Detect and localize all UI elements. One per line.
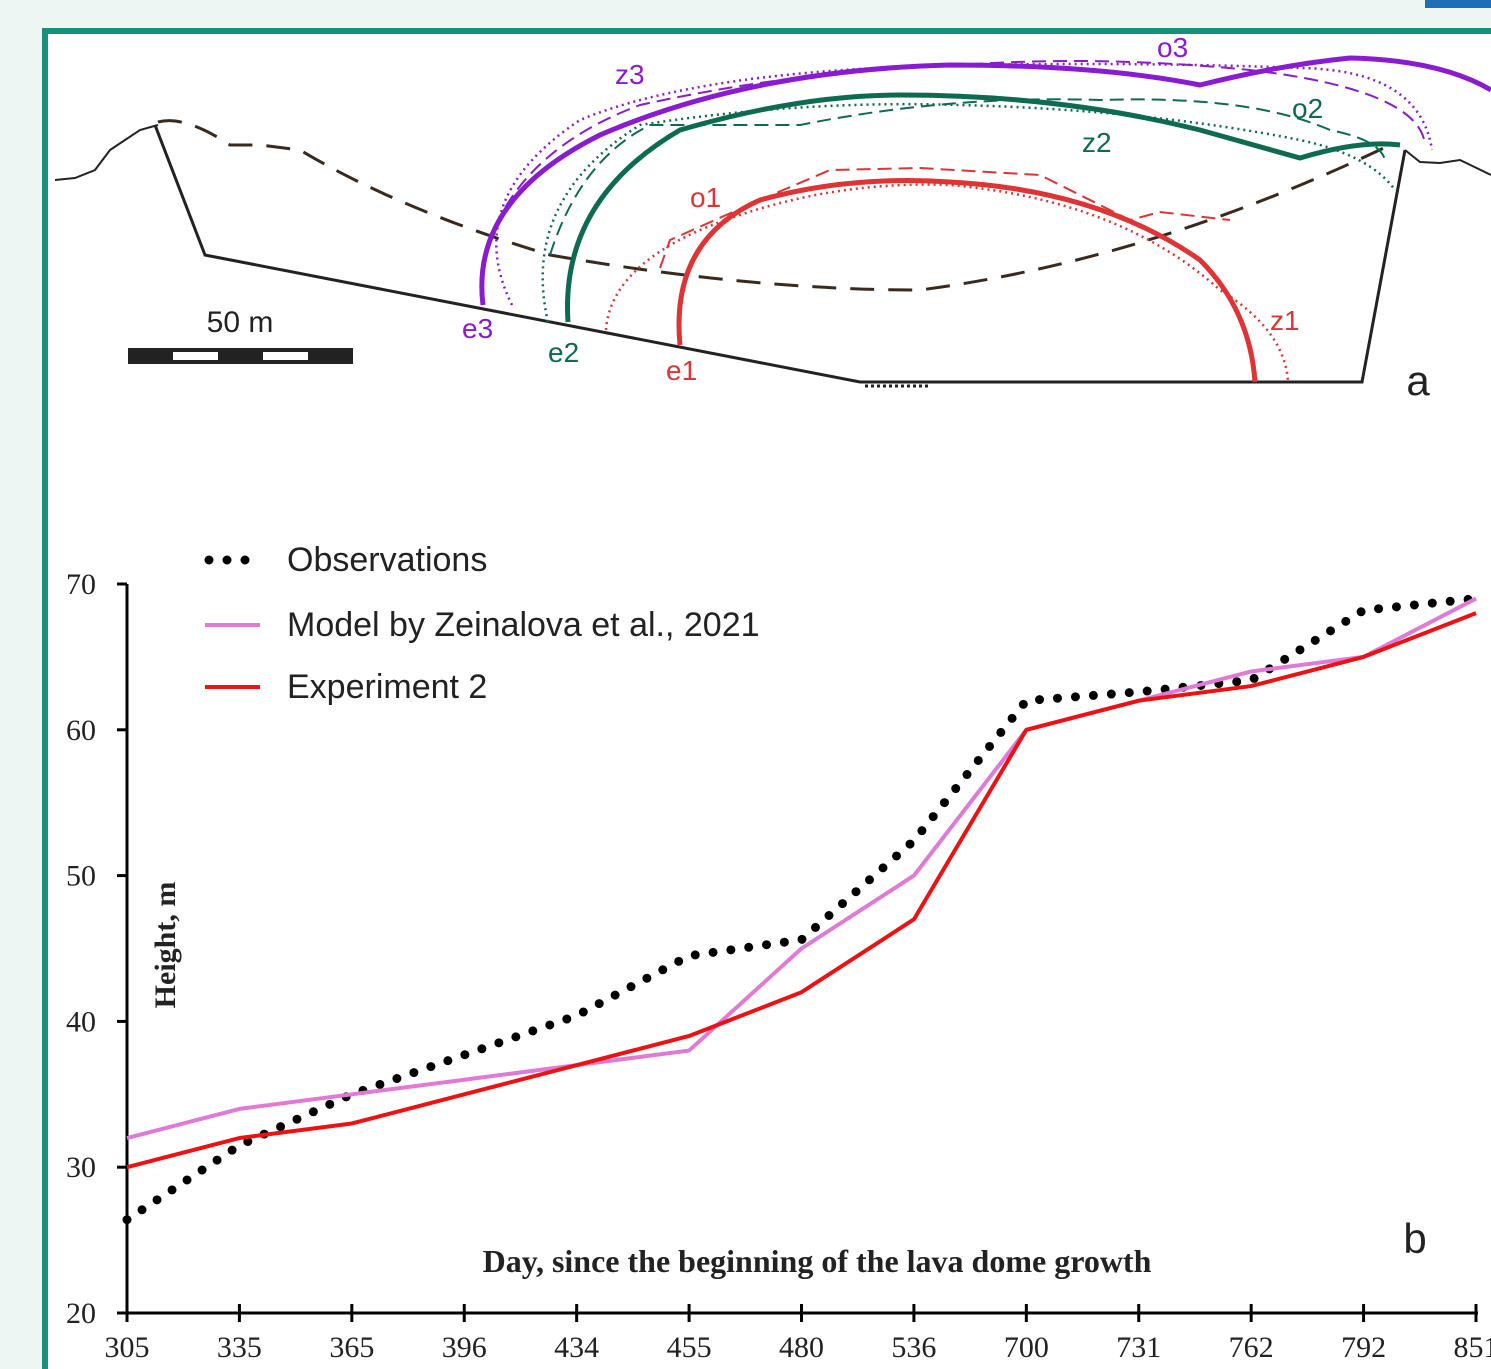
y-tick-label: 30 xyxy=(66,1151,96,1184)
scale-bar-segment xyxy=(128,348,353,364)
panel-label: b xyxy=(1403,1215,1426,1262)
legend-label: Model by Zeinalova et al., 2021 xyxy=(287,606,760,644)
corner-tab xyxy=(1425,0,1491,8)
y-tick-label: 50 xyxy=(66,860,96,893)
x-tick-label: 480 xyxy=(779,1331,824,1364)
legend-label: Experiment 2 xyxy=(287,668,487,706)
curve-o3 xyxy=(487,60,1426,246)
curve-label: z1 xyxy=(1270,305,1300,336)
scale-label: 50 m xyxy=(207,306,274,339)
y-tick-label: 20 xyxy=(66,1297,96,1330)
scale-bar-segment xyxy=(173,352,218,360)
curve-label: z3 xyxy=(615,59,645,90)
curve-e1 xyxy=(676,177,1258,383)
curve-o1 xyxy=(659,166,1231,269)
x-tick-label: 455 xyxy=(667,1331,712,1364)
frame xyxy=(42,28,1491,1369)
y-tick-label: 40 xyxy=(66,1005,96,1038)
x-tick-label: 335 xyxy=(217,1331,262,1364)
x-tick-label: 365 xyxy=(329,1331,374,1364)
curve-o2 xyxy=(549,98,1386,256)
terrain xyxy=(1404,149,1491,176)
x-tick-label: 396 xyxy=(442,1331,487,1364)
x-tick-label: 700 xyxy=(1004,1331,1049,1364)
y-axis-label: Height, m xyxy=(149,882,182,1009)
x-axis-label: Day, since the beginning of the lava dom… xyxy=(483,1243,1152,1279)
curve-z1 xyxy=(604,183,1290,383)
x-tick-label: 851 xyxy=(1454,1331,1491,1364)
panel-label: a xyxy=(1406,357,1430,404)
curve-label: e1 xyxy=(666,355,697,386)
legend-label: Observations xyxy=(287,541,487,579)
x-tick-label: 792 xyxy=(1341,1331,1386,1364)
series-line xyxy=(126,596,1477,1140)
curve-e2 xyxy=(565,92,1401,323)
y-tick-label: 70 xyxy=(66,568,96,601)
diagram xyxy=(54,55,1491,388)
curve-label: o2 xyxy=(1292,93,1323,124)
curve-e3 xyxy=(479,55,1491,306)
y-tick-label: 60 xyxy=(66,714,96,747)
scale-bar-segment xyxy=(263,352,308,360)
curve-label: e3 xyxy=(462,313,493,344)
curve-label: o3 xyxy=(1157,32,1188,63)
x-tick-label: 305 xyxy=(105,1331,150,1364)
curve-label: o1 xyxy=(690,182,721,213)
x-tick-label: 536 xyxy=(891,1331,936,1364)
curve-z3 xyxy=(495,62,1434,306)
x-tick-label: 762 xyxy=(1229,1331,1274,1364)
series-line xyxy=(126,611,1477,1170)
x-tick-label: 434 xyxy=(554,1331,599,1364)
x-tick-label: 731 xyxy=(1116,1331,1161,1364)
scale-bar xyxy=(128,348,353,364)
curve-label: e2 xyxy=(548,337,579,368)
series-line xyxy=(122,594,1481,1225)
initial-surface xyxy=(157,119,1391,292)
curve-label: z2 xyxy=(1082,127,1112,158)
terrain xyxy=(54,124,159,181)
crater xyxy=(153,124,1407,384)
